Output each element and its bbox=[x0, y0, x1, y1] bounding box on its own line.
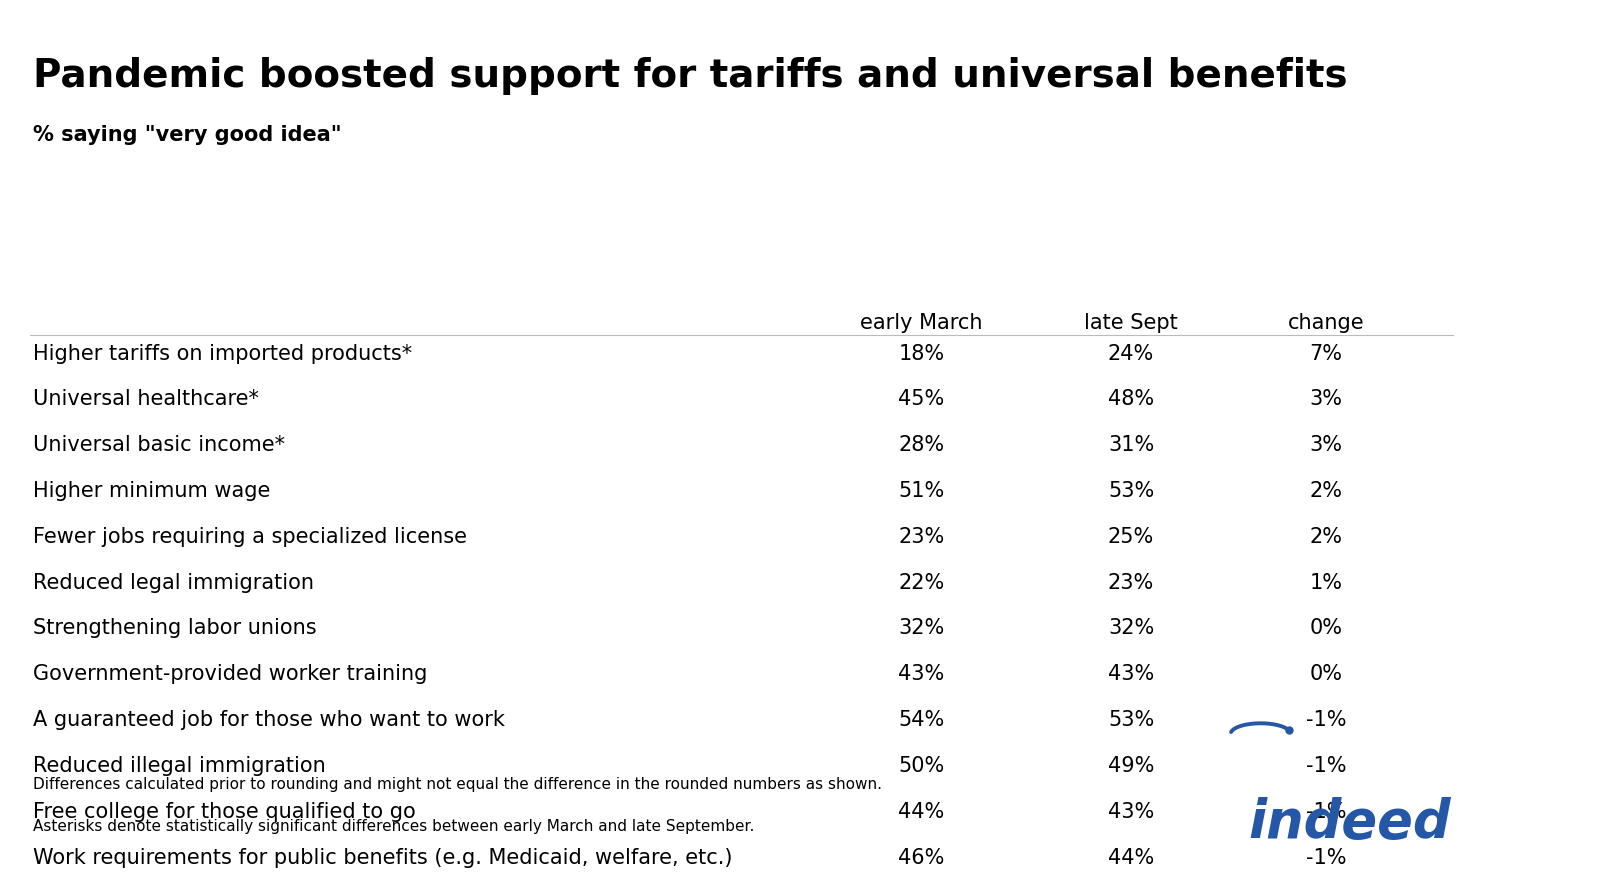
Text: 50%: 50% bbox=[898, 756, 944, 776]
Text: 51%: 51% bbox=[898, 481, 944, 501]
Text: Reduced legal immigration: Reduced legal immigration bbox=[34, 573, 314, 593]
Text: 44%: 44% bbox=[1107, 848, 1154, 868]
Text: 31%: 31% bbox=[1107, 435, 1154, 455]
Text: 54%: 54% bbox=[898, 710, 944, 730]
Text: % saying "very good idea": % saying "very good idea" bbox=[34, 125, 341, 145]
Text: change: change bbox=[1288, 313, 1365, 333]
Text: Asterisks denote statistically significant differences between early March and l: Asterisks denote statistically significa… bbox=[34, 819, 754, 834]
Text: Universal basic income*: Universal basic income* bbox=[34, 435, 285, 455]
Text: 0%: 0% bbox=[1309, 618, 1342, 639]
Text: 53%: 53% bbox=[1107, 481, 1154, 501]
Text: 43%: 43% bbox=[1107, 664, 1154, 685]
Text: 7%: 7% bbox=[1309, 344, 1342, 364]
Text: 32%: 32% bbox=[1107, 618, 1154, 639]
Text: Reduced illegal immigration: Reduced illegal immigration bbox=[34, 756, 326, 776]
Text: Universal healthcare*: Universal healthcare* bbox=[34, 389, 259, 410]
Text: 2%: 2% bbox=[1309, 527, 1342, 547]
Text: 28%: 28% bbox=[898, 435, 944, 455]
Text: Differences calculated prior to rounding and might not equal the difference in t: Differences calculated prior to rounding… bbox=[34, 777, 882, 792]
Text: 49%: 49% bbox=[1107, 756, 1154, 776]
Text: 3%: 3% bbox=[1309, 389, 1342, 410]
Text: 43%: 43% bbox=[898, 664, 944, 685]
Text: 25%: 25% bbox=[1107, 527, 1154, 547]
Text: 23%: 23% bbox=[1107, 573, 1154, 593]
Text: -1%: -1% bbox=[1306, 710, 1346, 730]
Text: -1%: -1% bbox=[1306, 756, 1346, 776]
Text: Work requirements for public benefits (e.g. Medicaid, welfare, etc.): Work requirements for public benefits (e… bbox=[34, 848, 733, 868]
Text: 32%: 32% bbox=[898, 618, 944, 639]
Text: -1%: -1% bbox=[1306, 802, 1346, 822]
Text: 44%: 44% bbox=[898, 802, 944, 822]
Text: -1%: -1% bbox=[1306, 848, 1346, 868]
Text: 48%: 48% bbox=[1107, 389, 1154, 410]
Text: late Sept: late Sept bbox=[1085, 313, 1178, 333]
Text: 46%: 46% bbox=[898, 848, 944, 868]
Text: 53%: 53% bbox=[1107, 710, 1154, 730]
Text: 43%: 43% bbox=[1107, 802, 1154, 822]
Text: 0%: 0% bbox=[1309, 664, 1342, 685]
Text: Higher minimum wage: Higher minimum wage bbox=[34, 481, 270, 501]
Text: A guaranteed job for those who want to work: A guaranteed job for those who want to w… bbox=[34, 710, 506, 730]
Text: Higher tariffs on imported products*: Higher tariffs on imported products* bbox=[34, 344, 413, 364]
Text: indeed: indeed bbox=[1248, 797, 1451, 849]
Text: 23%: 23% bbox=[898, 527, 944, 547]
Text: Pandemic boosted support for tariffs and universal benefits: Pandemic boosted support for tariffs and… bbox=[34, 57, 1347, 95]
Text: Fewer jobs requiring a specialized license: Fewer jobs requiring a specialized licen… bbox=[34, 527, 467, 547]
Text: 18%: 18% bbox=[898, 344, 944, 364]
Text: Strengthening labor unions: Strengthening labor unions bbox=[34, 618, 317, 639]
Text: 3%: 3% bbox=[1309, 435, 1342, 455]
Text: early March: early March bbox=[861, 313, 982, 333]
Text: 22%: 22% bbox=[898, 573, 944, 593]
Text: 1%: 1% bbox=[1309, 573, 1342, 593]
Text: 24%: 24% bbox=[1107, 344, 1154, 364]
Text: Free college for those qualified to go: Free college for those qualified to go bbox=[34, 802, 416, 822]
Text: Government-provided worker training: Government-provided worker training bbox=[34, 664, 427, 685]
Text: 2%: 2% bbox=[1309, 481, 1342, 501]
Text: 45%: 45% bbox=[898, 389, 944, 410]
